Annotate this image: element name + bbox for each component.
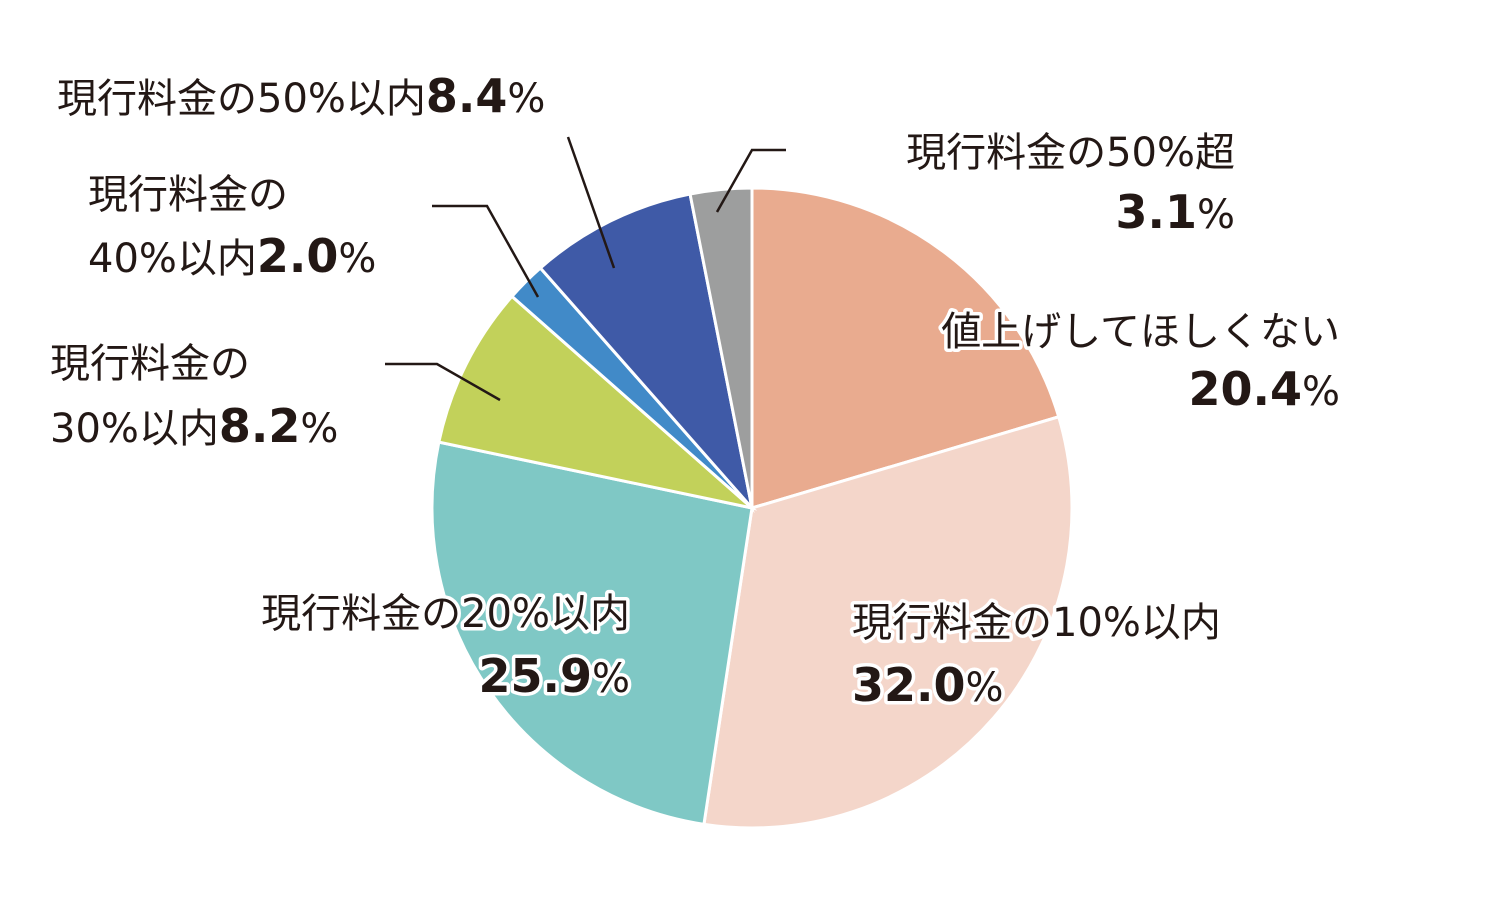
leader-line-4 xyxy=(432,204,540,298)
pie-slice-2 xyxy=(430,440,754,827)
leader-line-6 xyxy=(715,148,786,213)
slices-layer xyxy=(430,186,1074,830)
pie-slice-3 xyxy=(437,294,758,511)
pie-slice-6 xyxy=(688,186,754,509)
slice-unit: % xyxy=(1197,192,1235,238)
slice-value: 20.4 xyxy=(1188,362,1302,416)
slice-label-1-line-1: 32.0% xyxy=(852,658,1004,712)
slice-label-2-line-0: 現行料金の20%以内 xyxy=(261,591,630,637)
slice-label-2-line-1: 25.9% xyxy=(478,649,630,703)
slice-name: 現行料金の50%以内 xyxy=(57,76,426,122)
slice-value: 8.4 xyxy=(426,69,508,123)
slice-unit: % xyxy=(966,665,1004,711)
slice-name: 値上げしてほしくない xyxy=(941,309,1340,355)
slice-unit: % xyxy=(338,236,376,282)
leader-line-3 xyxy=(385,362,501,402)
pie-slice-1 xyxy=(702,414,1074,830)
slice-label-5-line-0: 現行料金の50%以内8.4% xyxy=(57,69,545,123)
slice-unit: % xyxy=(1302,369,1340,415)
slice-name: 現行料金の20%以内 xyxy=(261,591,630,637)
slice-label-4-line-1: 40%以内2.0% xyxy=(88,229,376,283)
slice-unit: % xyxy=(300,406,338,452)
slice-unit: % xyxy=(592,656,630,702)
slice-label-6-line-1: 3.1% xyxy=(1115,185,1235,239)
slice-label-3-line-1: 30%以内8.2% xyxy=(50,399,338,453)
slice-name: 現行料金の50%超 xyxy=(906,130,1235,176)
slice-name-part: 現行料金の xyxy=(50,341,250,387)
slice-label-0-line-1: 20.4% xyxy=(1188,362,1340,416)
slice-label-0-line-0: 値上げしてほしくない xyxy=(941,309,1340,355)
slice-label-6-line-0: 現行料金の50%超 xyxy=(906,130,1235,176)
slice-label-3-line-0: 現行料金の xyxy=(50,341,250,387)
slice-value: 3.1 xyxy=(1115,185,1197,239)
slice-value: 2.0 xyxy=(257,229,339,283)
slice-name: 現行料金の10%以内 xyxy=(852,600,1221,646)
leader-line-5 xyxy=(566,136,616,269)
slice-label-4-line-0: 現行料金の xyxy=(88,172,288,218)
slice-labels: 値上げしてほしくない 20.4% 現行料金の10%以内 32.0% 現行料金の20%以内… xyxy=(47,66,1344,716)
slice-name-part: 30%以内 xyxy=(50,406,219,452)
slice-name-part: 現行料金の xyxy=(88,172,288,218)
slice-name-part: 40%以内 xyxy=(88,236,257,282)
slice-value: 32.0 xyxy=(852,658,966,712)
leader-lines xyxy=(385,136,786,402)
slice-label-1-line-0: 現行料金の10%以内 xyxy=(852,600,1221,646)
slice-value: 8.2 xyxy=(219,399,301,453)
slice-unit: % xyxy=(507,76,545,122)
pie-slice-5 xyxy=(538,192,755,514)
pie-slice-0 xyxy=(750,186,1061,511)
slice-value: 25.9 xyxy=(478,649,592,703)
